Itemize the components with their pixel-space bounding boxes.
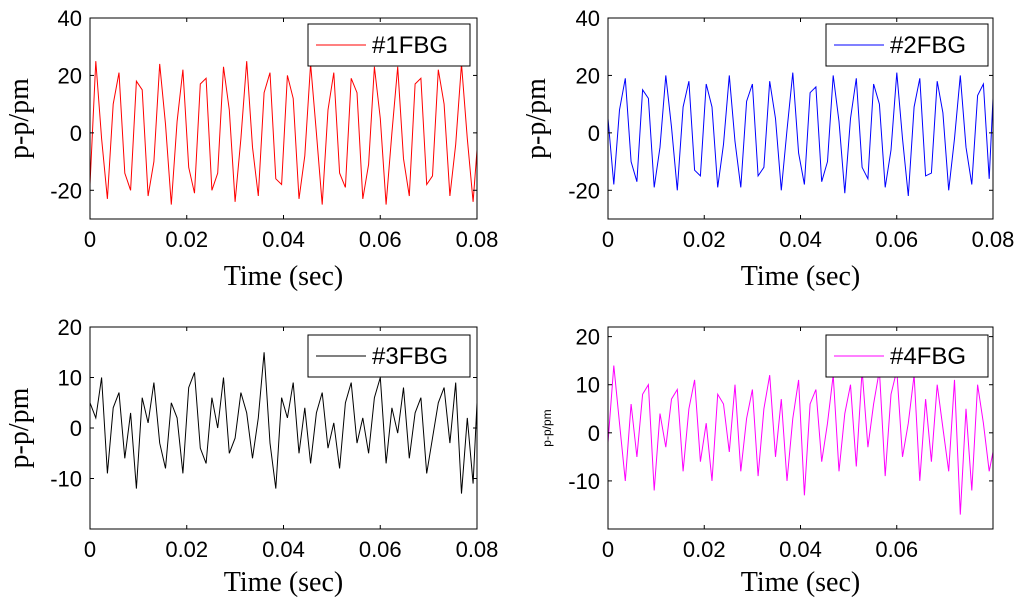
x-axis-label: Time (sec) — [741, 261, 861, 292]
y-axis-label: p-p/pm — [521, 78, 552, 159]
x-tick-label: 0.02 — [683, 537, 726, 562]
x-tick-label: 0.02 — [165, 537, 208, 562]
legend-label: #4FBG — [890, 343, 966, 370]
legend: #2FBG — [825, 23, 989, 67]
y-axis-label: p-p/pm — [4, 78, 35, 159]
series-line-3-1 — [90, 352, 477, 494]
y-axis-label: p-p/pm — [540, 409, 554, 446]
y-tick-label: -20 — [568, 178, 600, 203]
x-tick-label: 0.08 — [456, 227, 499, 252]
y-tick-label: 0 — [70, 416, 82, 441]
y-tick-label: 10 — [58, 366, 82, 391]
y-tick-label: -10 — [50, 467, 82, 492]
x-tick-label: 0.06 — [359, 537, 402, 562]
x-axis-label: Time (sec) — [741, 567, 861, 598]
x-axis-label: Time (sec) — [224, 567, 344, 598]
y-tick-label: -20 — [50, 178, 82, 203]
y-tick-label: 20 — [576, 325, 600, 350]
x-tick-label: 0 — [602, 227, 614, 252]
y-tick-label: 20 — [58, 63, 82, 88]
series-line-1-1 — [90, 61, 477, 205]
y-tick-label: 0 — [588, 421, 600, 446]
x-tick-label: 0.06 — [875, 227, 918, 252]
legend-label: #1FBG — [372, 32, 448, 59]
x-tick-label: 0 — [84, 537, 96, 562]
x-axis-label: Time (sec) — [224, 261, 344, 292]
chart-panel-3: 0 0.02 0.04 0.06 0.08 -10 0 10 20 Time (sec) p-p/p… — [4, 315, 498, 598]
y-tick-label: 10 — [576, 373, 600, 398]
y-tick-label: 0 — [70, 121, 82, 146]
x-tick-label: 0.04 — [779, 227, 822, 252]
x-tick-label: 0.04 — [779, 537, 822, 562]
x-tick-label: 0.08 — [456, 537, 499, 562]
x-tick-label: 0.02 — [683, 227, 726, 252]
legend-label: #3FBG — [372, 343, 448, 370]
y-tick-label: 20 — [58, 315, 82, 340]
chart-panel-4: 0 0.02 0.04 0.06 -10 0 10 20 Time (sec) p-p/pm #4F… — [540, 325, 994, 598]
series-line-4-1 — [608, 365, 993, 515]
legend: #3FBG — [307, 334, 471, 378]
y-tick-label: 0 — [588, 121, 600, 146]
legend: #1FBG — [307, 23, 471, 67]
x-tick-label: 0.08 — [972, 227, 1015, 252]
y-axis-label: p-p/pm — [4, 387, 35, 468]
x-tick-label: 0 — [602, 537, 614, 562]
y-tick-label: 20 — [576, 63, 600, 88]
legend: #4FBG — [825, 334, 989, 378]
y-tick-label: 40 — [576, 6, 600, 31]
y-tick-label: 40 — [58, 6, 82, 31]
x-tick-label: 0 — [84, 227, 96, 252]
x-tick-label: 0.02 — [165, 227, 208, 252]
x-tick-label: 0.06 — [359, 227, 402, 252]
legend-label: #2FBG — [890, 32, 966, 59]
x-tick-label: 0.04 — [262, 227, 305, 252]
y-tick-label: -10 — [568, 469, 600, 494]
series-line-2-1 — [608, 72, 993, 197]
x-tick-label: 0.06 — [875, 537, 918, 562]
x-tick-label: 0.04 — [262, 537, 305, 562]
